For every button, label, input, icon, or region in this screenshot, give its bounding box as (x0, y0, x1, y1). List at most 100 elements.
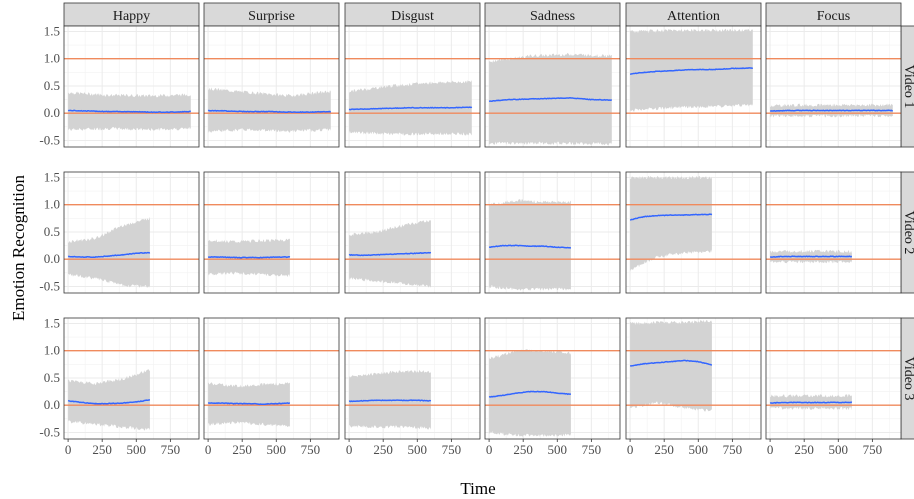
panel-video-1-sadness (484, 25, 621, 148)
y-tick-label: -0.5 (39, 424, 60, 439)
variability-band (630, 319, 712, 412)
mean-line (67, 399, 150, 405)
panel-background (766, 318, 901, 439)
mean-line (348, 251, 432, 257)
panel-border (203, 25, 340, 148)
variability-band (489, 199, 571, 291)
x-tick-label: 750 (863, 442, 883, 457)
x-tick-label: 750 (301, 442, 321, 457)
panel-border (344, 25, 481, 148)
mean-line (630, 359, 712, 367)
variability-band (68, 369, 150, 431)
panel-border (63, 25, 200, 148)
x-tick-label: 250 (373, 442, 393, 457)
facet-label-happy: Happy (113, 9, 150, 24)
mean-line (769, 401, 853, 404)
y-tick-label: 1.0 (44, 343, 60, 358)
mean-line (770, 109, 893, 112)
mean-line (488, 390, 571, 398)
panel-video-2-sadness (484, 171, 621, 294)
x-tick-label: 250 (232, 442, 252, 457)
variability-band (489, 349, 571, 437)
panel-video-1-focus (765, 25, 902, 148)
panel-video-2-focus (765, 171, 902, 294)
variability-band (68, 216, 150, 288)
panel-video-1-attention (625, 25, 762, 148)
panel-border (765, 317, 902, 440)
x-tick-label: 0 (205, 442, 212, 457)
x-tick-label: 500 (127, 442, 147, 457)
x-tick-label: 500 (267, 442, 287, 457)
x-tick-label: 0 (486, 442, 493, 457)
y-tick-label: 0.5 (44, 224, 60, 239)
mean-line (67, 109, 191, 114)
variability-band (630, 175, 712, 272)
y-tick-label: 0.5 (44, 78, 60, 93)
panel-video-3-disgust (344, 317, 481, 440)
x-tick-label: 0 (65, 442, 72, 457)
panel-video-1-surprise (203, 25, 340, 148)
y-tick-label: -0.5 (39, 278, 60, 293)
panel-video-2-surprise (203, 171, 340, 294)
variability-band (630, 28, 753, 113)
panel-video-2-disgust (344, 171, 481, 294)
x-tick-label: 0 (627, 442, 634, 457)
mean-line (207, 109, 332, 114)
x-tick-label: 750 (442, 442, 462, 457)
facet-label-video-1: Video 1 (901, 65, 914, 109)
y-tick-label: 1.0 (44, 51, 60, 66)
y-tick-label: 0.0 (44, 397, 60, 412)
x-tick-label: 750 (582, 442, 602, 457)
panel-border (484, 317, 621, 440)
panel-border (63, 317, 200, 440)
facet-label-surprise: Surprise (248, 9, 295, 24)
mean-line (488, 97, 613, 103)
y-tick-label: 0.0 (44, 105, 60, 120)
x-tick-label: 500 (829, 442, 849, 457)
mean-line (348, 399, 432, 403)
panel-border (625, 317, 762, 440)
panel-border (344, 171, 481, 294)
facet-label-disgust: Disgust (391, 9, 434, 24)
y-tick-label: 1.5 (44, 169, 60, 184)
y-tick-label: 1.5 (44, 23, 60, 38)
x-axis-title: Time (460, 479, 495, 498)
facet-label-video-3: Video 3 (901, 357, 914, 401)
mean-line (348, 106, 473, 111)
facet-label-attention: Attention (667, 9, 720, 24)
x-tick-label: 250 (513, 442, 533, 457)
x-tick-label: 500 (548, 442, 568, 457)
panel-video-1-happy (63, 25, 200, 148)
facet-label-video-2: Video 2 (901, 211, 914, 255)
panel-video-3-sadness (484, 317, 621, 440)
panel-border (765, 171, 902, 294)
y-tick-label: 1.5 (44, 315, 60, 330)
panel-border (63, 171, 200, 294)
panel-video-1-disgust (344, 25, 481, 148)
x-tick-label: 0 (346, 442, 353, 457)
y-tick-label: -0.5 (39, 132, 60, 147)
x-tick-label: 500 (689, 442, 709, 457)
panel-video-3-happy (63, 317, 200, 440)
panel-border (344, 317, 481, 440)
mean-line (208, 255, 291, 259)
mean-line (629, 213, 713, 221)
x-tick-label: 500 (408, 442, 428, 457)
x-tick-label: 0 (767, 442, 774, 457)
panel-background (766, 26, 901, 147)
panel-video-2-attention (625, 171, 762, 294)
y-tick-label: 0.5 (44, 370, 60, 385)
panel-background (766, 172, 901, 293)
x-tick-label: 250 (92, 442, 112, 457)
variability-band (208, 87, 331, 133)
panel-border (484, 171, 621, 294)
panel-border (484, 25, 621, 148)
facet-label-sadness: Sadness (530, 9, 575, 24)
panel-border (625, 25, 762, 148)
panel-video-3-surprise (203, 317, 340, 440)
panel-video-3-focus (765, 317, 902, 440)
x-tick-label: 750 (161, 442, 181, 457)
mean-line (208, 402, 290, 406)
x-tick-label: 750 (723, 442, 743, 457)
